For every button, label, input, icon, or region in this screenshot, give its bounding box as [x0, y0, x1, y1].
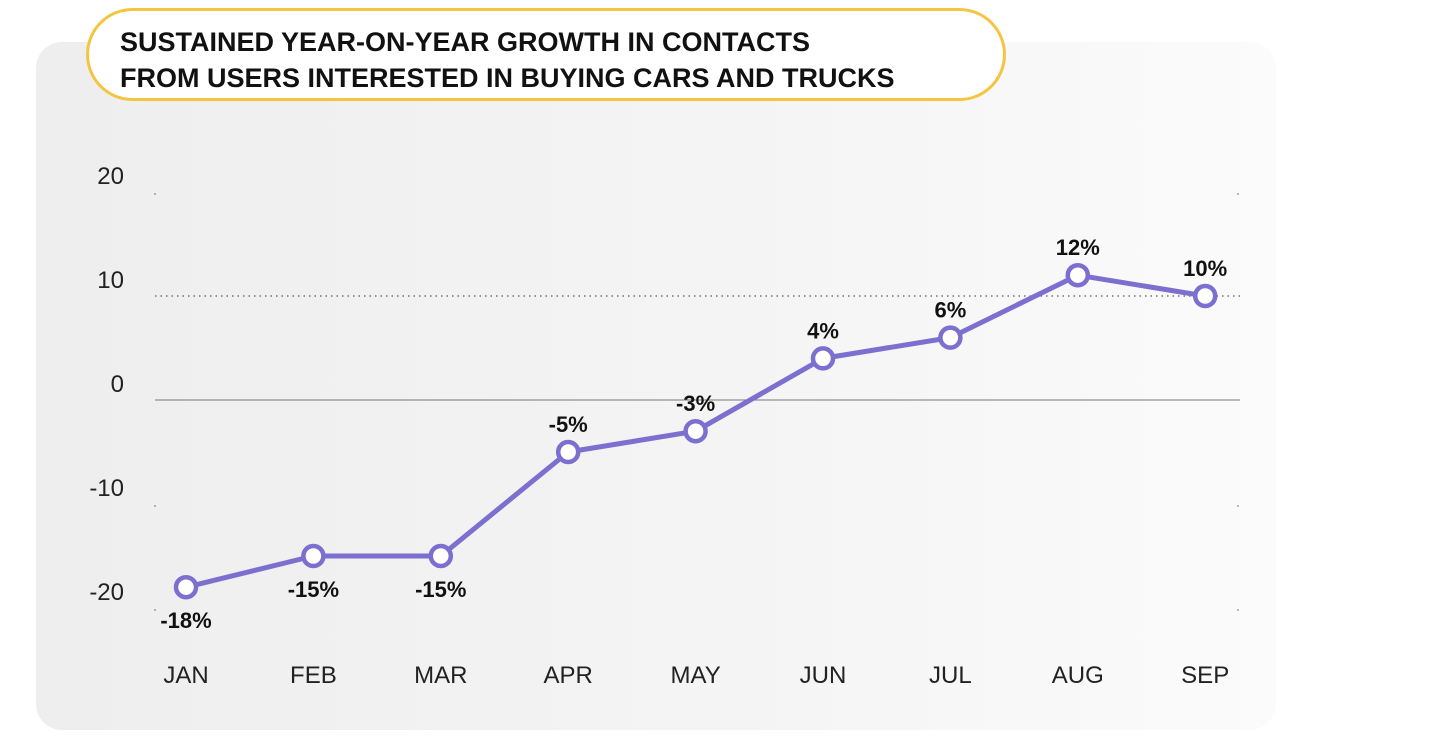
data-point — [938, 325, 963, 350]
chart-panel — [36, 42, 1276, 730]
grid-dot — [154, 505, 156, 507]
y-tick-label: 10 — [97, 267, 124, 294]
data-label: -5% — [549, 412, 588, 437]
y-tick-label: 0 — [111, 371, 124, 398]
data-label: -15% — [288, 577, 339, 602]
x-tick-label: APR — [544, 662, 593, 689]
grid-dot — [154, 609, 156, 611]
data-label: 10% — [1183, 256, 1227, 281]
chart-title-line-1: SUSTAINED YEAR-ON-YEAR GROWTH IN CONTACT… — [120, 27, 811, 57]
x-tick-label: JUL — [929, 662, 972, 689]
data-label: 12% — [1056, 235, 1100, 260]
grid-dot — [1237, 193, 1239, 195]
y-tick-label: -10 — [89, 475, 124, 502]
data-labels: -18% -15% -15% -5% -3% 4% 6% 12% 10% — [160, 235, 1227, 633]
data-point — [1192, 283, 1218, 309]
grid-dot — [1237, 505, 1239, 507]
data-point — [810, 346, 836, 371]
x-tick-label: SEP — [1181, 662, 1229, 689]
x-tick-label: JUN — [800, 662, 847, 689]
data-point — [301, 543, 326, 569]
data-point — [173, 574, 199, 600]
gridlines — [154, 193, 1240, 611]
y-tick-label: -20 — [89, 579, 124, 606]
x-tick-label: JAN — [163, 662, 208, 689]
data-label: 6% — [935, 298, 967, 323]
y-axis-ticks: 20 10 0 -10 -20 — [89, 163, 124, 606]
chart-title-line-2: FROM USERS INTERESTED IN BUYING CARS AND… — [120, 63, 895, 93]
data-label: -3% — [676, 391, 715, 416]
data-point — [683, 418, 708, 444]
x-tick-label: MAR — [414, 662, 467, 689]
data-point — [555, 439, 581, 465]
x-tick-label: FEB — [290, 662, 337, 689]
x-axis-ticks: JAN FEB MAR APR MAY JUN JUL AUG SEP — [163, 662, 1229, 689]
data-label: -15% — [415, 577, 466, 602]
series — [173, 262, 1218, 600]
x-tick-label: MAY — [670, 662, 720, 689]
grid-dot — [1237, 609, 1239, 611]
chart-title: SUSTAINED YEAR-ON-YEAR GROWTH IN CONTACT… — [86, 8, 1006, 101]
data-label: 4% — [807, 318, 839, 343]
grid-dot — [154, 193, 156, 195]
data-point — [428, 543, 454, 569]
data-label: -18% — [160, 608, 211, 633]
data-point — [1065, 262, 1091, 288]
x-tick-label: AUG — [1052, 662, 1104, 689]
y-tick-label: 20 — [97, 163, 124, 190]
